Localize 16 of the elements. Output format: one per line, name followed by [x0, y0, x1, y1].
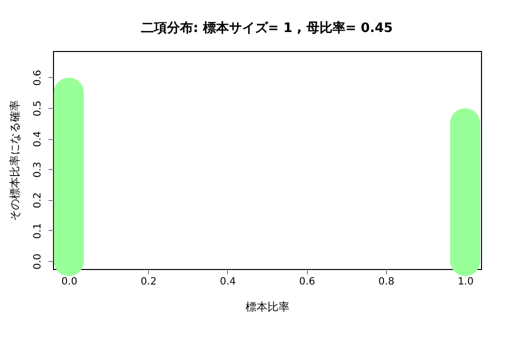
chart-title: 二項分布: 標本サイズ= 1 , 母比率= 0.45 — [141, 20, 393, 36]
x-tick-label: 0.2 — [140, 276, 157, 288]
x-tick-label: 0.4 — [220, 276, 236, 288]
x-tick-label: 1.0 — [458, 276, 474, 288]
x-tick-label: 0.0 — [61, 276, 78, 288]
y-tick-label: 0.4 — [32, 131, 44, 148]
y-tick-label: 0.1 — [32, 222, 44, 239]
y-tick-label: 0.0 — [32, 254, 44, 270]
y-tick-label: 0.2 — [32, 192, 44, 208]
y-axis-title: その標本比率になる確率 — [8, 100, 22, 221]
y-tick-label: 0.5 — [32, 100, 44, 116]
x-axis-title: 標本比率 — [246, 300, 290, 314]
x-tick-label: 0.6 — [299, 276, 316, 288]
x-tick-label: 0.8 — [378, 276, 394, 288]
y-tick-label: 0.3 — [32, 162, 44, 178]
y-tick-label: 0.6 — [32, 70, 44, 86]
